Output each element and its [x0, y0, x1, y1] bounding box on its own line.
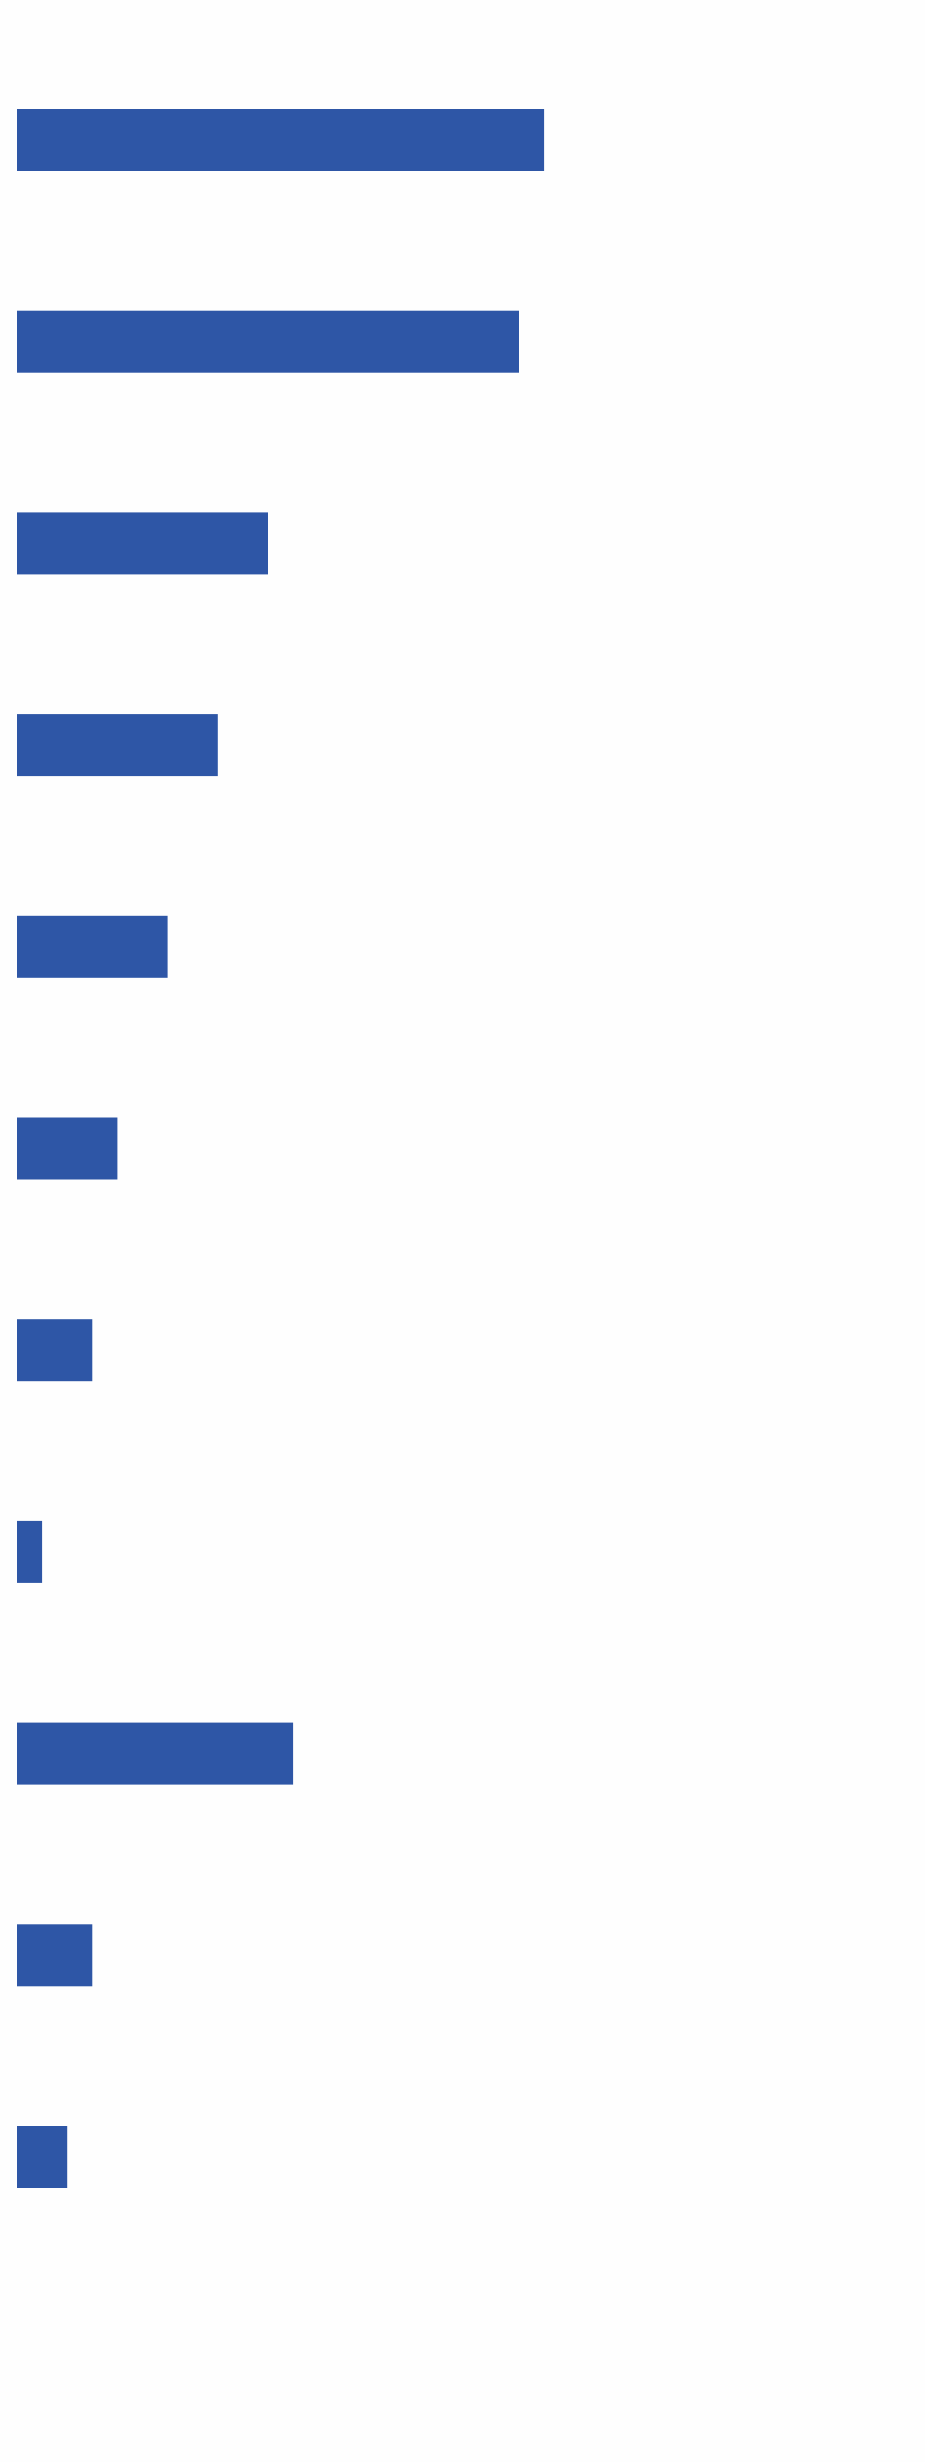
bar-5: [17, 915, 168, 978]
bar-10: [17, 1924, 93, 1987]
bar-4: [17, 714, 218, 777]
bar-9: [17, 1722, 294, 1785]
bar-7: [17, 1319, 93, 1382]
bars-group: [17, 109, 545, 2188]
bar-6: [17, 1117, 118, 1180]
bar-1: [17, 109, 545, 171]
bar-11: [17, 2126, 68, 2188]
bar-3: [17, 512, 268, 575]
bar-2: [17, 310, 519, 373]
bar-8: [17, 1520, 43, 1583]
